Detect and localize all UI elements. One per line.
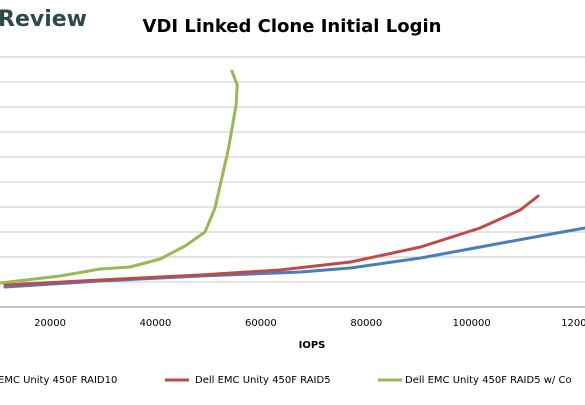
x-tick-label: 40000	[140, 318, 172, 329]
x-tick-label: 60000	[245, 318, 277, 329]
legend-label: Dell EMC Unity 450F RAID5 w/ Co	[405, 375, 572, 386]
x-tick-label: 12000	[561, 318, 585, 329]
series-line	[0, 69, 239, 285]
x-axis-label: IOPS	[299, 340, 326, 351]
legend-label: Dell EMC Unity 450F RAID5	[195, 375, 331, 386]
x-tick-label: 80000	[350, 318, 382, 329]
logo: Review	[0, 7, 87, 32]
legend-label: EMC Unity 450F RAID10	[0, 375, 117, 386]
series-line	[3, 194, 540, 287]
x-tick-label: 20000	[34, 318, 66, 329]
chart-title: VDI Linked Clone Initial Login	[143, 16, 442, 37]
x-tick-label: 100000	[453, 318, 491, 329]
